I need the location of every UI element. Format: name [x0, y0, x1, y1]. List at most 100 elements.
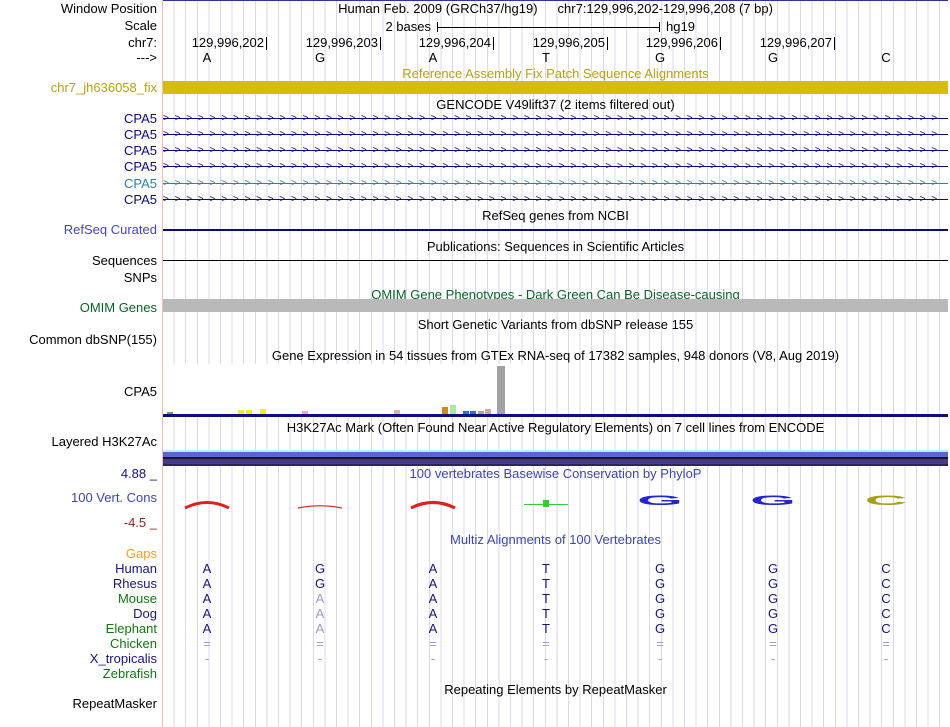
- gene-label[interactable]: CPA5: [124, 127, 157, 142]
- alignment-base: =: [656, 636, 664, 651]
- h3k27ac-label[interactable]: Layered H3K27Ac: [51, 434, 157, 449]
- gene-label[interactable]: CPA5: [124, 143, 157, 158]
- omim-title[interactable]: OMIM Gene Phenotypes - Dark Green Can Be…: [371, 287, 740, 302]
- alignment-base: C: [881, 561, 891, 576]
- gtex-title[interactable]: Gene Expression in 54 tissues from GTEx …: [271, 348, 840, 363]
- coordinate-tick: [720, 37, 721, 50]
- alignment-base: =: [882, 636, 890, 651]
- conservation-label[interactable]: 100 Vert. Cons: [71, 490, 157, 505]
- gtex-baseline: [163, 414, 948, 417]
- coordinate-tick: [266, 37, 267, 50]
- repeatmasker-label[interactable]: RepeatMasker: [72, 696, 157, 711]
- snps-label[interactable]: SNPs: [123, 270, 157, 285]
- alignment-base: T: [542, 561, 550, 576]
- alignment-base: A: [315, 621, 325, 636]
- species-label[interactable]: Rhesus: [112, 576, 157, 591]
- coordinate-label: 129,996,206: [645, 35, 718, 50]
- refseq-title[interactable]: RefSeq genes from NCBI: [482, 208, 629, 223]
- species-label[interactable]: Zebrafish: [102, 666, 157, 681]
- strand-label: --->: [136, 50, 157, 65]
- gencode-title[interactable]: GENCODE V49lift37 (2 items filtered out): [436, 97, 675, 112]
- conservation-letter: C: [864, 492, 908, 508]
- alignment-base: C: [881, 621, 891, 636]
- coordinate-label: 129,996,204: [418, 35, 491, 50]
- conservation-title[interactable]: 100 vertebrates Basewise Conservation by…: [409, 466, 702, 481]
- strand-arrows: >>>>>>>>>>>>>>>>>>>>>>>>>>>>>>>>>>>>>>>>…: [163, 113, 943, 124]
- conservation-arc: [296, 496, 344, 510]
- gtex-bar: [450, 405, 456, 414]
- gene-model-row[interactable]: >>>>>>>>>>>>>>>>>>>>>>>>>>>>>>>>>>>>>>>>…: [163, 160, 948, 173]
- species-label[interactable]: Elephant: [105, 621, 157, 636]
- sequences-label[interactable]: Sequences: [91, 253, 157, 268]
- conservation-letter: G: [750, 492, 796, 508]
- species-label[interactable]: X_tropicalis: [89, 651, 157, 666]
- alignment-base: -: [430, 651, 436, 666]
- gene-intron-line: [163, 166, 948, 167]
- scale-assembly: hg19: [666, 19, 695, 34]
- top-border: [163, 0, 948, 1]
- gene-label[interactable]: CPA5: [124, 192, 157, 207]
- strand-arrows: >>>>>>>>>>>>>>>>>>>>>>>>>>>>>>>>>>>>>>>>…: [163, 161, 943, 172]
- gene-label[interactable]: CPA5: [124, 159, 157, 174]
- base-letter: G: [314, 50, 326, 65]
- gene-model-row[interactable]: >>>>>>>>>>>>>>>>>>>>>>>>>>>>>>>>>>>>>>>>…: [163, 144, 948, 157]
- species-label[interactable]: Mouse: [117, 591, 157, 606]
- gtex-label[interactable]: CPA5: [124, 384, 157, 399]
- alignment-base: T: [542, 591, 550, 606]
- conservation-arc: [183, 496, 231, 510]
- h3k27ac-band[interactable]: [163, 450, 948, 466]
- gtex-bar: [442, 407, 448, 414]
- alignment-base: -: [770, 651, 776, 666]
- base-letter: T: [542, 50, 550, 65]
- publications-title[interactable]: Publications: Sequences in Scientific Ar…: [426, 239, 685, 254]
- alignment-base: G: [767, 606, 779, 621]
- alignment-base: A: [202, 576, 212, 591]
- gtex-bar: [238, 410, 244, 414]
- species-label[interactable]: Chicken: [110, 636, 157, 651]
- alignment-base: A: [202, 621, 212, 636]
- alignment-base: G: [767, 591, 779, 606]
- gene-label[interactable]: CPA5: [124, 176, 157, 191]
- repeatmasker-title[interactable]: Repeating Elements by RepeatMasker: [444, 682, 667, 697]
- alignment-base: G: [654, 591, 666, 606]
- alignment-base: T: [542, 621, 550, 636]
- multiz-title[interactable]: Multiz Alignments of 100 Vertebrates: [449, 532, 661, 547]
- refseq-curated-label[interactable]: RefSeq Curated: [63, 222, 157, 237]
- alignment-base: A: [428, 621, 438, 636]
- gtex-plot[interactable]: [163, 364, 533, 414]
- omim-bar[interactable]: [163, 299, 948, 312]
- gene-model-row[interactable]: >>>>>>>>>>>>>>>>>>>>>>>>>>>>>>>>>>>>>>>>…: [163, 193, 948, 206]
- sequences-line[interactable]: [163, 260, 948, 261]
- gene-model-row[interactable]: >>>>>>>>>>>>>>>>>>>>>>>>>>>>>>>>>>>>>>>>…: [163, 177, 948, 190]
- fix-patch-title[interactable]: Reference Assembly Fix Patch Sequence Al…: [402, 66, 709, 81]
- omim-label[interactable]: OMIM Genes: [79, 300, 157, 315]
- strand-arrows: >>>>>>>>>>>>>>>>>>>>>>>>>>>>>>>>>>>>>>>>…: [163, 178, 943, 189]
- species-label[interactable]: Dog: [133, 606, 157, 621]
- alignment-base: A: [202, 606, 212, 621]
- h3k27ac-layer: [163, 450, 948, 452]
- h3k27ac-layer: [163, 464, 948, 466]
- h3k27ac-layer: [163, 452, 948, 457]
- coordinate-label: 129,996,207: [759, 35, 832, 50]
- chrom-label: chr7:: [128, 35, 157, 50]
- gene-model-row[interactable]: >>>>>>>>>>>>>>>>>>>>>>>>>>>>>>>>>>>>>>>>…: [163, 112, 948, 125]
- fix-patch-bar[interactable]: [163, 81, 948, 94]
- gene-label[interactable]: CPA5: [124, 111, 157, 126]
- scale-label: Scale: [124, 18, 157, 33]
- dbsnp-title[interactable]: Short Genetic Variants from dbSNP releas…: [417, 317, 694, 332]
- alignment-base: A: [315, 606, 325, 621]
- gtex-bar: [394, 410, 400, 414]
- gene-model-row[interactable]: >>>>>>>>>>>>>>>>>>>>>>>>>>>>>>>>>>>>>>>>…: [163, 128, 948, 141]
- multiz-gaps-label[interactable]: Gaps: [125, 546, 157, 561]
- dbsnp-label[interactable]: Common dbSNP(155): [29, 332, 157, 347]
- gtex-bar: [260, 409, 266, 414]
- alignment-base: C: [881, 606, 891, 621]
- refseq-line[interactable]: [163, 229, 948, 231]
- conservation-arc: [409, 496, 457, 510]
- coordinate-tick: [834, 37, 835, 50]
- gene-intron-line: [163, 183, 948, 184]
- h3k27ac-title[interactable]: H3K27Ac Mark (Often Found Near Active Re…: [286, 420, 825, 435]
- species-label[interactable]: Human: [115, 561, 157, 576]
- gtex-bar: [302, 411, 308, 414]
- fix-patch-label[interactable]: chr7_jh636058_fix: [50, 80, 157, 95]
